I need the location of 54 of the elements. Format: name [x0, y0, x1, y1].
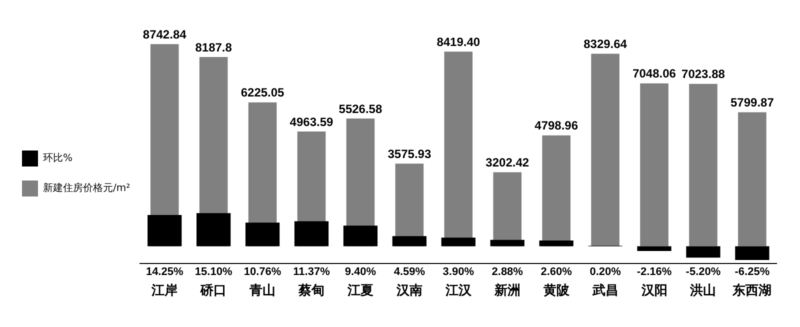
bar: [735, 246, 770, 260]
bar: [637, 246, 672, 251]
x-tick-label: 硚口: [200, 282, 227, 299]
data-label: 3.90%: [442, 266, 474, 278]
x-tick-label: 江夏: [346, 284, 374, 299]
data-label: -2.16%: [636, 266, 672, 278]
data-label: 8187.8: [195, 40, 232, 54]
data-label: 4798.96: [534, 118, 578, 133]
legend-label: 环比%: [43, 152, 73, 164]
legend-label: 新建住房价格元/m²: [43, 182, 130, 194]
data-label: 4.59%: [394, 266, 426, 278]
bar: [686, 246, 720, 258]
x-tick-label: 黄陂: [542, 284, 570, 299]
bar: [441, 238, 476, 246]
data-label: 8742.84: [142, 27, 187, 42]
bar: [539, 240, 574, 246]
x-tick-label: 洪山: [689, 284, 716, 299]
x-tick-label: 新洲: [493, 282, 520, 299]
data-label: 8419.40: [436, 34, 480, 49]
data-label: 8329.64: [584, 37, 628, 52]
data-label: 2.60%: [540, 266, 572, 278]
x-tick-label: 汉南: [395, 284, 422, 299]
data-label: -5.20%: [686, 266, 721, 278]
data-label: 15.10%: [194, 266, 232, 278]
data-label: 6225.05: [240, 86, 285, 100]
data-label: 5799.87: [730, 96, 774, 110]
bar: [591, 54, 620, 246]
data-label: 5526.58: [338, 102, 382, 116]
data-label: 9.40%: [344, 266, 376, 278]
x-tick-label: 江岸: [150, 284, 178, 299]
bar: [343, 226, 378, 246]
bar: [196, 213, 231, 246]
bar: [392, 236, 426, 246]
data-label: 11.37%: [293, 266, 330, 278]
x-tick-label: 蔡甸: [298, 282, 324, 299]
x-tick-label: 武昌: [591, 284, 618, 299]
data-label: 0.20%: [590, 266, 622, 278]
bar: [294, 221, 329, 246]
bar: [245, 222, 280, 246]
data-label: 7048.06: [632, 66, 676, 81]
data-label: 14.25%: [146, 266, 184, 278]
bar: [490, 240, 524, 246]
x-tick-label: 青山: [248, 284, 276, 299]
data-label: 7023.88: [682, 67, 726, 82]
x-tick-label: 江汉: [444, 284, 472, 299]
x-tick-label: 汉阳: [640, 284, 668, 299]
x-tick-label: 东西湖: [732, 282, 772, 299]
data-label: 3575.93: [388, 146, 432, 161]
bar: [148, 214, 182, 246]
data-label: -6.25%: [734, 266, 770, 278]
data-label: 10.76%: [244, 266, 282, 278]
data-label: 2.88%: [492, 266, 524, 278]
data-label: 3202.42: [486, 156, 530, 170]
data-label: 4963.59: [290, 114, 334, 129]
